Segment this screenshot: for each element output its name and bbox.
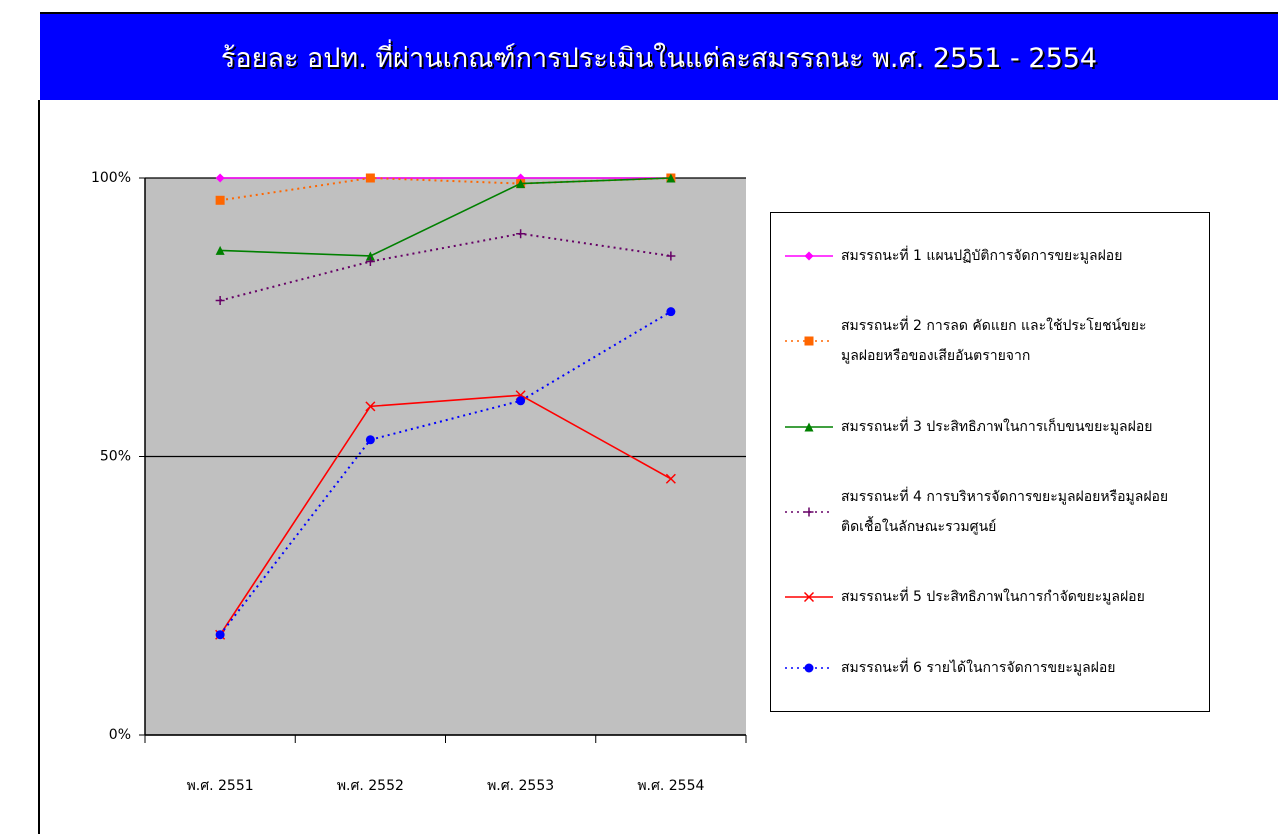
- marker: [804, 251, 814, 261]
- legend-swatch: [785, 507, 833, 517]
- marker: [516, 229, 526, 239]
- x-tick-label: พ.ศ. 2554: [637, 778, 704, 794]
- marker: [665, 473, 676, 484]
- marker: [516, 396, 526, 406]
- marker: [666, 307, 676, 317]
- chart-title: ร้อยละ อปท. ที่ผ่านเกณฑ์การประเมินในแต่ล…: [220, 42, 1098, 74]
- marker: [804, 422, 814, 432]
- legend-swatch: [785, 663, 833, 673]
- series-line: [219, 394, 672, 636]
- marker: [804, 507, 814, 517]
- legend-item: สมรรถนะที่ 4 การบริหารจัดการขยะมูลฝอยหรื…: [781, 482, 1199, 542]
- y-tick-label: 0%: [109, 727, 131, 743]
- legend-item: สมรรถนะที่ 1 แผนปฏิบัติการจัดการขยะมูลฝอ…: [781, 241, 1199, 271]
- legend-label: สมรรถนะที่ 1 แผนปฏิบัติการจัดการขยะมูลฝอ…: [841, 248, 1123, 265]
- legend-label: สมรรถนะที่ 3 ประสิทธิภาพในการเก็บขนขยะมู…: [841, 418, 1153, 435]
- marker: [365, 435, 375, 445]
- legend-swatch: [785, 592, 833, 603]
- marker: [804, 663, 814, 673]
- marker: [803, 592, 815, 603]
- legend-label: สมรรถนะที่ 6 รายได้ในการจัดการขยะมูลฝอย: [841, 659, 1116, 676]
- x-tick-label: พ.ศ. 2552: [337, 778, 404, 794]
- marker: [215, 630, 225, 640]
- x-tick-label: พ.ศ. 2553: [487, 778, 554, 794]
- marker: [215, 195, 225, 205]
- marker: [365, 257, 375, 267]
- legend-label: สมรรถนะที่ 4 การบริหารจัดการขยะมูลฝอยหรื…: [841, 489, 1169, 536]
- marker: [215, 173, 225, 183]
- marker: [804, 336, 814, 346]
- marker: [365, 251, 375, 261]
- marker: [666, 173, 676, 183]
- legend-swatch: [785, 422, 833, 432]
- legend-item: สมรรถนะที่ 6 รายได้ในการจัดการขยะมูลฝอย: [781, 653, 1199, 683]
- frame-rule: [38, 100, 40, 834]
- legend: สมรรถนะที่ 1 แผนปฏิบัติการจัดการขยะมูลฝอ…: [770, 212, 1210, 712]
- legend-label: สมรรถนะที่ 5 ประสิทธิภาพในการกำจัดขยะมูล…: [841, 589, 1145, 606]
- y-tick-label: 50%: [100, 449, 131, 465]
- marker: [215, 296, 225, 306]
- marker: [365, 401, 376, 412]
- legend-item: สมรรถนะที่ 3 ประสิทธิภาพในการเก็บขนขยะมู…: [781, 412, 1199, 442]
- title-bar: ร้อยละ อปท. ที่ผ่านเกณฑ์การประเมินในแต่ล…: [40, 12, 1278, 100]
- legend-swatch: [785, 336, 833, 346]
- marker: [365, 173, 375, 183]
- x-tick-label: พ.ศ. 2551: [187, 778, 254, 794]
- marker: [666, 251, 676, 261]
- legend-swatch: [785, 251, 833, 261]
- series-line: [220, 177, 671, 257]
- marker: [215, 245, 225, 255]
- legend-item: สมรรถนะที่ 2 การลด คัดแยก และใช้ประโยชน์…: [781, 311, 1199, 371]
- legend-label: สมรรถนะที่ 2 การลด คัดแยก และใช้ประโยชน์…: [841, 318, 1147, 365]
- y-tick-label: 100%: [91, 170, 131, 186]
- marker: [516, 179, 526, 189]
- legend-item: สมรรถนะที่ 5 ประสิทธิภาพในการกำจัดขยะมูล…: [781, 582, 1199, 612]
